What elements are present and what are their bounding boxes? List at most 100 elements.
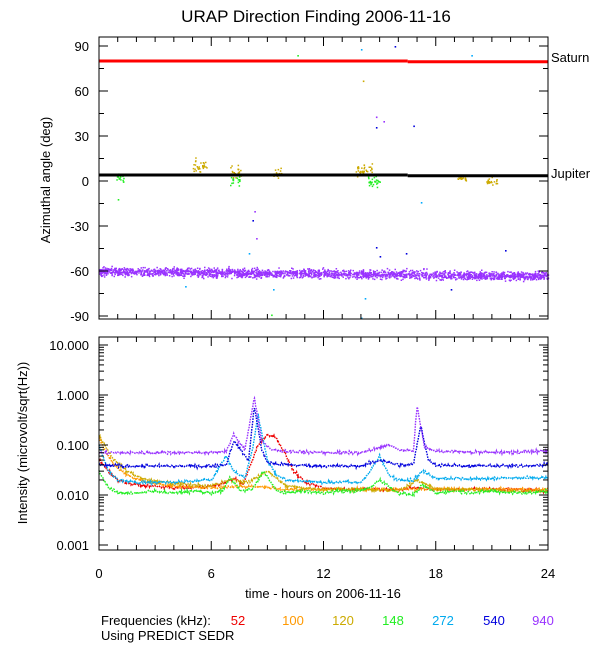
data-point bbox=[203, 162, 205, 165]
data-point bbox=[362, 271, 364, 273]
data-point bbox=[510, 271, 512, 273]
data-point bbox=[178, 273, 181, 275]
data-point bbox=[320, 272, 323, 274]
data-point bbox=[256, 266, 258, 269]
data-point bbox=[491, 273, 494, 275]
data-point bbox=[435, 272, 437, 275]
data-point bbox=[238, 270, 240, 272]
data-point bbox=[172, 273, 175, 275]
data-point bbox=[540, 275, 542, 277]
data-point bbox=[288, 271, 291, 274]
data-point bbox=[343, 274, 345, 276]
data-point bbox=[519, 273, 522, 276]
data-point bbox=[242, 274, 245, 277]
data-point bbox=[204, 271, 206, 273]
data-point bbox=[478, 279, 481, 281]
data-point bbox=[496, 273, 498, 276]
data-point bbox=[260, 271, 262, 273]
data-point bbox=[120, 268, 122, 271]
data-point bbox=[236, 271, 238, 274]
data-point bbox=[379, 181, 381, 183]
data-point bbox=[428, 278, 430, 280]
data-point bbox=[244, 273, 247, 275]
scatter-point bbox=[185, 286, 187, 288]
data-point bbox=[138, 272, 140, 274]
data-point bbox=[308, 269, 310, 271]
data-point bbox=[452, 273, 454, 276]
data-point bbox=[490, 274, 492, 276]
data-point bbox=[241, 276, 244, 278]
data-point bbox=[379, 278, 382, 280]
data-point bbox=[301, 277, 304, 279]
data-point bbox=[115, 269, 118, 272]
data-point bbox=[448, 275, 451, 278]
data-point bbox=[124, 272, 126, 274]
data-point bbox=[176, 268, 178, 270]
data-point bbox=[214, 274, 216, 276]
data-point bbox=[277, 177, 280, 179]
data-point bbox=[332, 270, 334, 273]
cluster-120-3 bbox=[273, 167, 283, 179]
data-point bbox=[462, 278, 465, 281]
data-point bbox=[522, 274, 524, 276]
data-point bbox=[243, 267, 246, 269]
data-point bbox=[349, 273, 351, 275]
data-point bbox=[494, 276, 496, 278]
data-point bbox=[232, 177, 235, 179]
data-point bbox=[296, 271, 298, 273]
data-point bbox=[286, 273, 289, 275]
data-point bbox=[480, 273, 482, 276]
data-point bbox=[432, 275, 434, 278]
data-point bbox=[520, 271, 523, 273]
data-point bbox=[508, 275, 511, 277]
data-point bbox=[368, 274, 371, 276]
data-point bbox=[391, 272, 393, 274]
scatter-point bbox=[375, 127, 378, 129]
data-point bbox=[361, 170, 364, 173]
data-point bbox=[192, 269, 195, 271]
data-point bbox=[461, 275, 463, 277]
data-point bbox=[485, 276, 487, 278]
time-x-axis-label: time - hours on 2006-11-16 bbox=[245, 586, 401, 601]
data-point bbox=[372, 270, 375, 272]
data-point bbox=[418, 273, 420, 275]
data-point bbox=[216, 273, 218, 275]
data-point bbox=[294, 273, 297, 276]
data-point bbox=[326, 270, 329, 272]
data-point bbox=[373, 278, 376, 281]
data-point bbox=[253, 273, 255, 276]
data-point bbox=[391, 271, 394, 273]
data-point bbox=[278, 271, 280, 274]
data-point bbox=[123, 271, 125, 274]
data-point bbox=[307, 275, 310, 277]
data-point bbox=[271, 274, 273, 276]
data-point bbox=[502, 272, 504, 275]
data-point bbox=[335, 276, 337, 279]
data-point bbox=[526, 272, 529, 274]
data-point bbox=[521, 276, 523, 278]
data-point bbox=[180, 271, 183, 274]
data-point bbox=[212, 276, 215, 279]
cluster-120-4 bbox=[355, 163, 374, 178]
data-point bbox=[349, 276, 351, 279]
data-point bbox=[238, 273, 241, 275]
data-point bbox=[545, 273, 547, 275]
data-point bbox=[237, 181, 240, 184]
data-point bbox=[200, 162, 202, 164]
data-point bbox=[469, 271, 471, 274]
data-point bbox=[335, 268, 338, 270]
data-point bbox=[505, 276, 507, 278]
data-point bbox=[520, 276, 522, 279]
data-point bbox=[260, 272, 262, 274]
data-point bbox=[384, 276, 387, 278]
data-point bbox=[220, 272, 222, 275]
data-point bbox=[448, 272, 450, 275]
data-point bbox=[148, 267, 150, 270]
data-point bbox=[104, 272, 106, 275]
x-tick-label: 12 bbox=[316, 566, 330, 581]
data-point bbox=[291, 267, 293, 269]
data-point bbox=[201, 272, 203, 274]
data-point bbox=[193, 270, 195, 273]
data-point bbox=[304, 272, 306, 274]
data-point bbox=[436, 274, 438, 277]
